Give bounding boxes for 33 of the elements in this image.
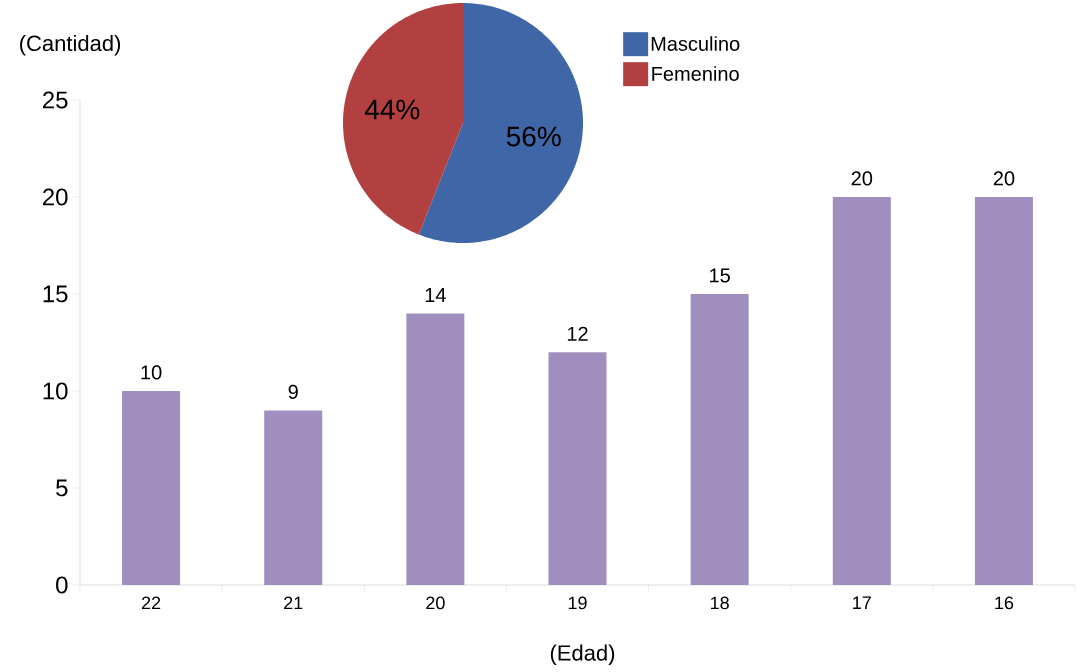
bar [122, 391, 181, 585]
x-tick-label: 22 [141, 596, 161, 610]
data-label: 12 [567, 326, 588, 341]
x-tick-label: 20 [426, 596, 445, 610]
data-label: 44% [364, 99, 420, 120]
bar [406, 313, 465, 585]
x-tick-label: 19 [568, 596, 587, 610]
bar [548, 352, 607, 585]
legend-label: Masculino [651, 36, 740, 51]
y-tick-label: 0 [56, 576, 68, 594]
data-label: 56% [506, 126, 561, 147]
x-axis-title: (Edad) [550, 644, 615, 666]
data-label: 20 [851, 171, 873, 186]
y-tick-label: 15 [43, 285, 68, 303]
y-tick-label: 5 [56, 479, 68, 497]
data-label: 14 [425, 288, 446, 302]
x-tick-label: 21 [284, 596, 303, 610]
y-axis-title: (Cantidad) [20, 34, 121, 56]
x-tick-label: 16 [995, 596, 1014, 610]
data-label: 15 [710, 268, 730, 283]
bar [974, 197, 1033, 585]
y-tick-label: 10 [43, 382, 68, 400]
y-tick-label: 25 [42, 91, 68, 109]
x-tick-label: 18 [711, 596, 729, 610]
y-tick-label: 20 [42, 188, 68, 206]
bar [832, 197, 891, 585]
legend-label: Femenino [652, 66, 739, 81]
data-label: 20 [993, 171, 1015, 186]
data-label: 9 [288, 384, 298, 399]
bar [264, 410, 323, 585]
x-tick-label: 17 [853, 596, 871, 609]
bar [690, 294, 749, 585]
data-label: 10 [141, 365, 162, 380]
